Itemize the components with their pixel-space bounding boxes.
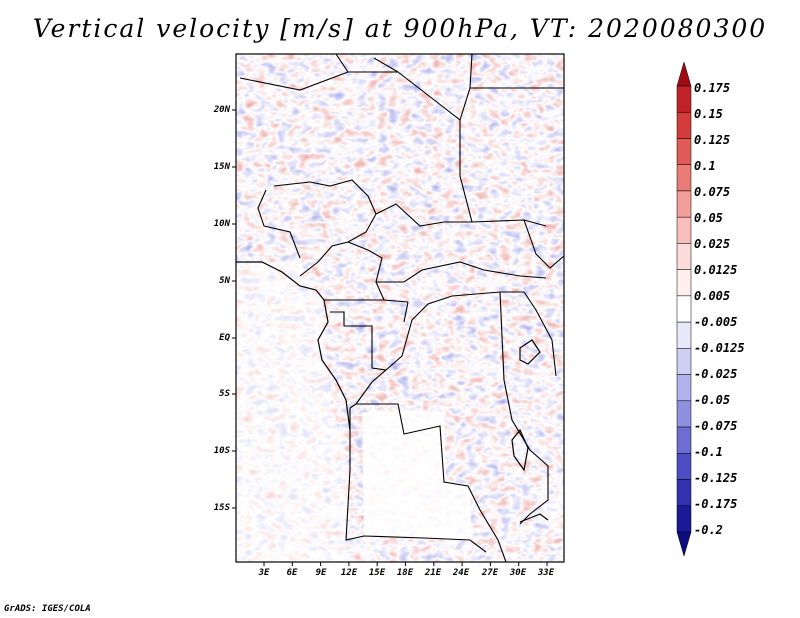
colorbar-label: 0.15 (694, 107, 723, 121)
colorbar-label: -0.05 (694, 393, 731, 407)
lon-label: 15E (368, 568, 386, 578)
lat-label: 5N (219, 276, 230, 286)
colorbar-label: 0.125 (694, 133, 731, 147)
lat-label: 10S (213, 446, 230, 456)
lat-label: 15N (213, 162, 230, 172)
lat-label: 20N (213, 105, 230, 115)
colorbar-segment (676, 426, 692, 454)
colorbar-segment (676, 321, 692, 349)
boundary-lines (239, 53, 565, 563)
lon-label: 21E (424, 568, 442, 578)
lon-label: 33E (537, 568, 555, 578)
colorbar-segment (676, 269, 692, 297)
lon-label: 18E (396, 568, 414, 578)
colorbar-label: 0.175 (694, 81, 731, 95)
velocity-field (236, 54, 564, 562)
colorbar-label: -0.125 (694, 471, 738, 485)
lon-label: 3E (258, 568, 270, 578)
lon-label: 24E (452, 568, 470, 578)
colorbar-label: 0.075 (694, 185, 731, 199)
axis-ticks (232, 109, 548, 566)
colorbar-label: -0.175 (694, 497, 738, 511)
colorbar-label: -0.075 (694, 419, 738, 433)
colorbar-segment (676, 164, 692, 192)
lon-label: 27E (481, 568, 499, 578)
colorbar-segment (676, 243, 692, 270)
colorbar-segment (676, 295, 692, 323)
lon-label: 9E (315, 568, 327, 578)
colorbar-label: -0.1 (694, 445, 723, 459)
lon-label: 12E (340, 568, 358, 578)
colorbar-segment (676, 111, 692, 139)
lon-label: 30E (509, 568, 527, 578)
colorbar-segment (676, 348, 692, 375)
colorbar-segment (676, 85, 692, 113)
colorbar-segment (676, 190, 692, 218)
coastline (236, 261, 549, 523)
colorbar-label: -0.2 (694, 523, 723, 537)
lat-label: 10N (213, 219, 230, 229)
colorbar-label: 0.05 (694, 211, 723, 225)
colorbar-label: 0.005 (694, 289, 731, 303)
colorbar-segment (676, 138, 692, 165)
lat-label: 15S (213, 503, 230, 513)
colorbar-label: 0.0125 (694, 263, 738, 277)
colorbar-segment (676, 374, 692, 402)
colorbar-segment (676, 453, 692, 480)
colorbar-segment (676, 400, 692, 428)
colorbar-label: -0.0125 (694, 341, 745, 355)
colorbar-segment (676, 216, 692, 244)
map-title: Vertical velocity [m/s] at 900hPa, VT: 2… (32, 14, 768, 43)
colorbar-label: -0.005 (694, 315, 738, 329)
lon-label: 6E (286, 568, 298, 578)
colorbar-segment (676, 61, 692, 87)
colorbar-segment (676, 531, 692, 557)
colorbar-segment (676, 505, 692, 533)
lat-label: 5S (219, 389, 230, 399)
map-frame (235, 53, 565, 563)
colorbar-segment (676, 479, 692, 507)
colorbar-label: 0.1 (694, 159, 716, 173)
credit-text: GrADS: IGES/COLA (4, 604, 91, 614)
lat-label: EQ (219, 333, 230, 343)
colorbar-label: -0.025 (694, 367, 738, 381)
colorbar (676, 61, 692, 557)
colorbar-label: 0.025 (694, 237, 731, 251)
